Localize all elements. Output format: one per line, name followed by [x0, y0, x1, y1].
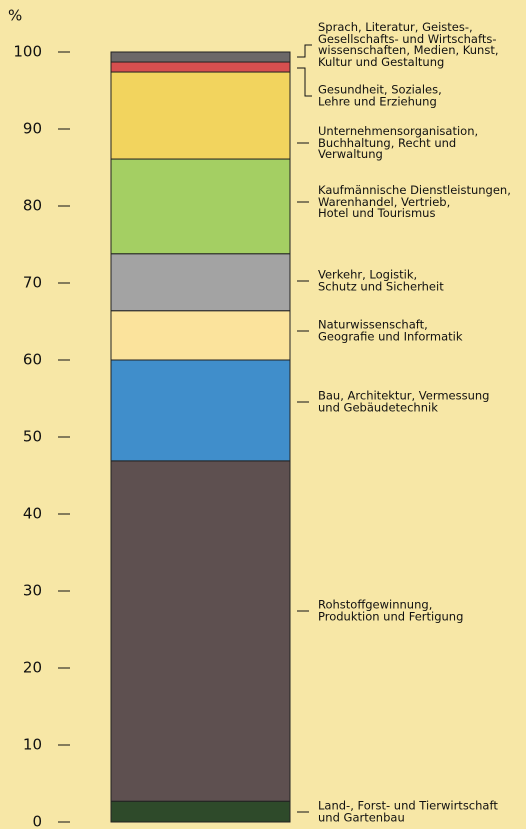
y-axis-label: %: [8, 7, 22, 25]
bar-segment: [110, 71, 291, 160]
bar-segment: [110, 158, 291, 255]
legend-label: Unternehmensorganisation, Buchhaltung, R…: [318, 123, 479, 161]
y-tick-label: 50: [23, 428, 42, 446]
legend-label: Kaufmännische Dienstleistungen, Warenhan…: [318, 182, 511, 220]
bar-segment: [110, 61, 291, 73]
legend-label: Land-, Forst- und Tierwirtschaft und Gar…: [318, 798, 498, 824]
legend-label: Bau, Architektur, Vermessung und Gebäude…: [318, 388, 490, 414]
legend-label: Sprach, Literatur, Geistes-, Gesellschaf…: [318, 20, 499, 69]
y-tick-label: 30: [23, 582, 42, 600]
y-tick-label: 40: [23, 505, 42, 523]
bar-segment: [110, 800, 291, 823]
bar-segment: [110, 310, 291, 361]
y-tick-label: 0: [32, 813, 42, 829]
bar-segment: [110, 460, 291, 802]
leader-line: [297, 44, 312, 58]
legend-label: Verkehr, Logistik, Schutz und Sicherheit: [318, 267, 444, 293]
y-tick-label: 90: [23, 120, 42, 138]
y-tick-label: 20: [23, 659, 42, 677]
y-tick-label: 10: [23, 736, 42, 754]
legend-label: Naturwissenschaft, Geografie und Informa…: [318, 317, 463, 343]
y-tick-label: 100: [13, 43, 42, 61]
legend-label: Gesundheit, Soziales, Lehre und Erziehun…: [318, 82, 442, 108]
bar-segment: [110, 253, 291, 312]
y-tick-label: 60: [23, 351, 42, 369]
y-tick-label: 80: [23, 197, 42, 215]
y-tick-label: 70: [23, 274, 42, 292]
legend-label: Rohstoffgewinnung, Produktion und Fertig…: [318, 597, 464, 623]
bar-segment: [110, 51, 291, 63]
leader-line: [297, 67, 312, 97]
bar-segment: [110, 359, 291, 462]
